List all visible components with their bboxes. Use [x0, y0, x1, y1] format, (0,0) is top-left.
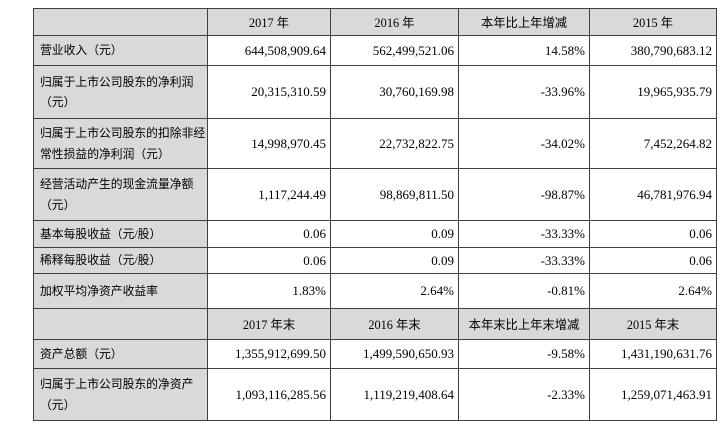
- row-label: 稀释每股收益（元/股）: [33, 247, 208, 274]
- key-financials-table: 2017 年 2016 年 本年比上年增减 2015 年 营业收入（元） 644…: [33, 8, 717, 421]
- table-row-basic-eps: 基本每股收益（元/股） 0.06 0.09 -33.33% 0.06: [33, 220, 717, 248]
- table-row-net-profit: 归属于上市公司股东的净利润 （元） 20,315,310.59 30,760,1…: [33, 65, 717, 119]
- table-row-net-profit-excl-nonrecurring: 归属于上市公司股东的扣除非经 常性损益的净利润（元） 14,998,970.45…: [33, 118, 717, 169]
- value-2016: 0.09: [330, 247, 459, 274]
- table-row-net-assets: 归属于上市公司股东的净资产 （元） 1,093,116,285.56 1,119…: [33, 368, 717, 421]
- col-header-2017: 2017 年: [207, 8, 331, 36]
- table-row-revenue: 营业收入（元） 644,508,909.64 562,499,521.06 14…: [33, 35, 717, 66]
- col-header-2017-end: 2017 年末: [207, 308, 331, 340]
- value-2016-end: 1,499,590,650.93: [330, 339, 459, 369]
- value-change: -0.81%: [458, 273, 590, 309]
- col-header-2015-end: 2015 年末: [589, 308, 717, 340]
- row-label: 归属于上市公司股东的净资产 （元）: [33, 368, 208, 421]
- table-row-weighted-avg-roe: 加权平均净资产收益率 1.83% 2.64% -0.81% 2.64%: [33, 273, 717, 309]
- value-2015-end: 1,431,190,631.76: [589, 339, 717, 369]
- corner-cell: [33, 8, 208, 36]
- row-label: 营业收入（元）: [33, 35, 208, 66]
- value-2017: 20,315,310.59: [207, 65, 331, 119]
- row-label: 加权平均净资产收益率: [33, 273, 208, 309]
- value-2016: 2.64%: [330, 273, 459, 309]
- header-row-annual: 2017 年 2016 年 本年比上年增减 2015 年: [33, 8, 717, 36]
- value-2016: 0.09: [330, 220, 459, 248]
- value-2017: 644,508,909.64: [207, 35, 331, 66]
- value-2015: 380,790,683.12: [589, 35, 717, 66]
- table-row-operating-cash-flow: 经营活动产生的现金流量净额 （元） 1,117,244.49 98,869,81…: [33, 168, 717, 221]
- value-change: -98.87%: [458, 168, 590, 221]
- col-header-2016-end: 2016 年末: [330, 308, 459, 340]
- value-change: -34.02%: [458, 118, 590, 169]
- value-2015: 2.64%: [589, 273, 717, 309]
- row-label: 资产总额（元）: [33, 339, 208, 369]
- value-2017: 0.06: [207, 247, 331, 274]
- value-change: -33.33%: [458, 220, 590, 248]
- value-2016: 562,499,521.06: [330, 35, 459, 66]
- value-2017-end: 1,093,116,285.56: [207, 368, 331, 421]
- value-2016: 98,869,811.50: [330, 168, 459, 221]
- value-2017: 14,998,970.45: [207, 118, 331, 169]
- value-2016-end: 1,119,219,408.64: [330, 368, 459, 421]
- row-label: 经营活动产生的现金流量净额 （元）: [33, 168, 208, 221]
- value-2017: 1,117,244.49: [207, 168, 331, 221]
- value-change: -33.33%: [458, 247, 590, 274]
- value-2015: 46,781,976.94: [589, 168, 717, 221]
- value-change: 14.58%: [458, 35, 590, 66]
- corner-cell: [33, 308, 208, 340]
- row-label: 基本每股收益（元/股）: [33, 220, 208, 248]
- header-row-year-end: 2017 年末 2016 年末 本年末比上年末增减 2015 年末: [33, 308, 717, 340]
- value-2017: 0.06: [207, 220, 331, 248]
- value-2016: 30,760,169.98: [330, 65, 459, 119]
- value-change: -33.96%: [458, 65, 590, 119]
- value-2017-end: 1,355,912,699.50: [207, 339, 331, 369]
- value-2015: 0.06: [589, 220, 717, 248]
- value-2015: 7,452,264.82: [589, 118, 717, 169]
- value-2016: 22,732,822.75: [330, 118, 459, 169]
- table-row-diluted-eps: 稀释每股收益（元/股） 0.06 0.09 -33.33% 0.06: [33, 247, 717, 274]
- value-change: -2.33%: [458, 368, 590, 421]
- value-2015: 0.06: [589, 247, 717, 274]
- col-header-yoy-change: 本年比上年增减: [458, 8, 590, 36]
- col-header-yoy-end-change: 本年末比上年末增减: [458, 308, 590, 340]
- col-header-2016: 2016 年: [330, 8, 459, 36]
- table-row-total-assets: 资产总额（元） 1,355,912,699.50 1,499,590,650.9…: [33, 339, 717, 369]
- col-header-2015: 2015 年: [589, 8, 717, 36]
- value-change: -9.58%: [458, 339, 590, 369]
- value-2015-end: 1,259,071,463.91: [589, 368, 717, 421]
- value-2015: 19,965,935.79: [589, 65, 717, 119]
- value-2017: 1.83%: [207, 273, 331, 309]
- row-label: 归属于上市公司股东的扣除非经 常性损益的净利润（元）: [33, 118, 208, 169]
- row-label: 归属于上市公司股东的净利润 （元）: [33, 65, 208, 119]
